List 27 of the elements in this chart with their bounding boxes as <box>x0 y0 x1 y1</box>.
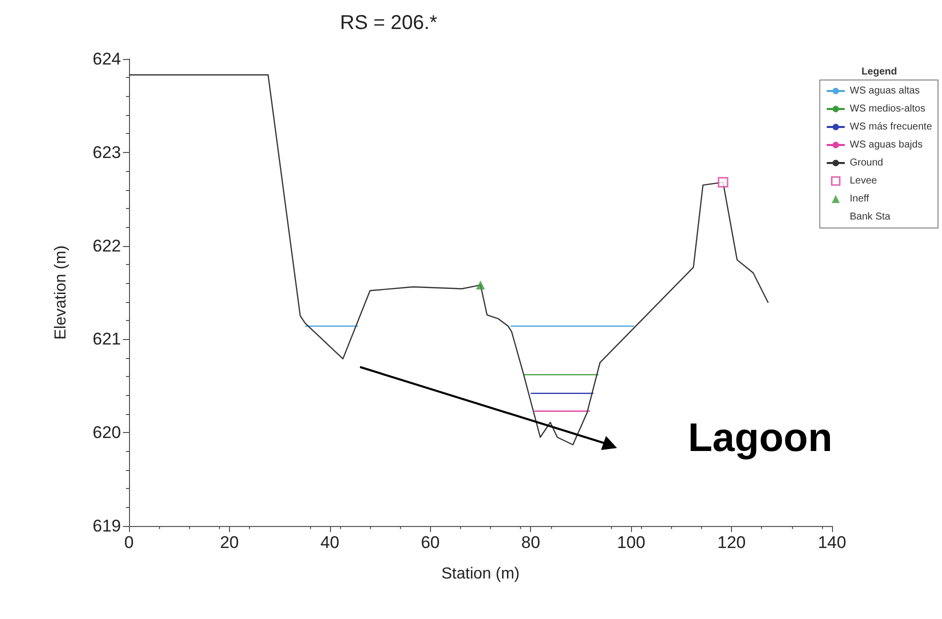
legend-label: WS aguas altas <box>850 86 920 96</box>
x-tick-label: 20 <box>220 533 239 552</box>
text: Bank Sta <box>850 212 891 222</box>
x-axis-title: Station (m) <box>441 566 520 582</box>
legend-title: Legend <box>861 66 898 78</box>
legend-label: WS aguas bajds <box>850 140 923 150</box>
y-tick-label: 622 <box>92 236 121 256</box>
x-tick-label: 120 <box>717 533 746 552</box>
x-tick-label: 40 <box>320 533 340 552</box>
y-tick-label: 623 <box>92 142 121 162</box>
y-axis-title: Elevation (m) <box>52 245 70 340</box>
x-tick-label: 140 <box>818 533 846 552</box>
legend-label: Ground <box>850 158 884 168</box>
y-tick-label: 619 <box>92 516 121 536</box>
annotation: Lagoon <box>688 416 832 460</box>
x-tick-label: 60 <box>420 533 440 552</box>
y-tick-label: 620 <box>92 423 121 442</box>
y-tick-label: 621 <box>92 330 121 349</box>
y-tick-label: 624 <box>92 50 121 68</box>
chart-title: RS = 206.* <box>340 12 438 34</box>
legend-label: Ineff <box>850 194 870 204</box>
x-tick-label: 80 <box>521 533 540 552</box>
legend-label: WS medios-altos <box>850 104 926 114</box>
x-tick-label: 0 <box>124 533 134 552</box>
x-tick-label: 100 <box>616 533 646 552</box>
legend-label: Levee <box>850 176 878 186</box>
legend-label: WS más frecuente <box>850 122 932 132</box>
